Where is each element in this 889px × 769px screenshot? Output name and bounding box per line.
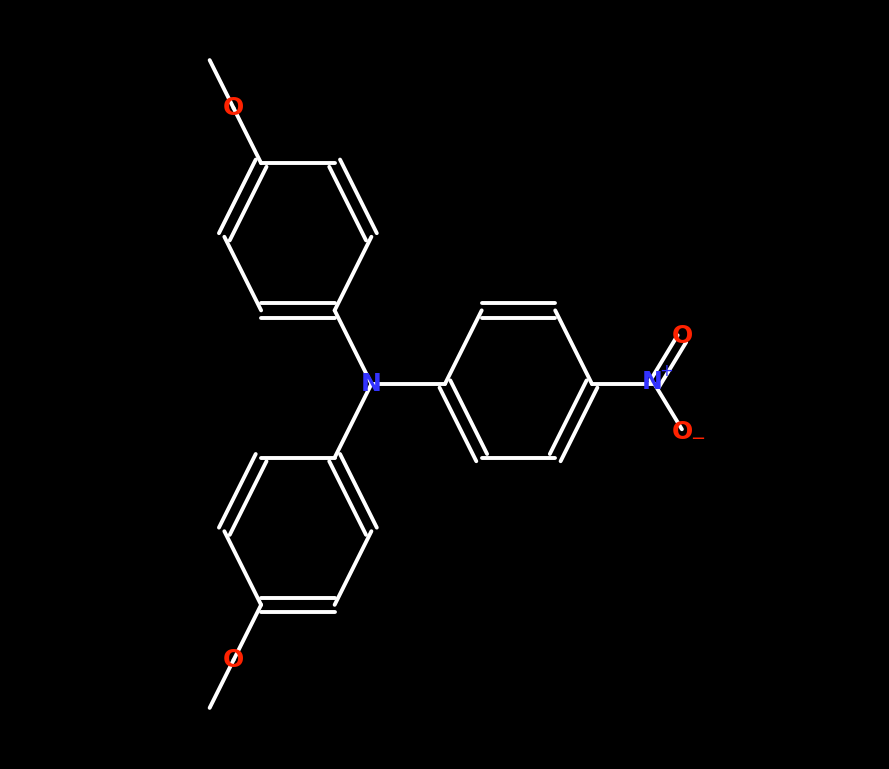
Text: O: O <box>223 96 244 120</box>
Text: O: O <box>223 648 244 672</box>
Text: N: N <box>642 370 662 394</box>
Text: O: O <box>671 420 693 444</box>
Text: N: N <box>361 372 382 396</box>
Text: −: − <box>690 431 705 448</box>
Text: +: + <box>660 362 674 380</box>
Text: O: O <box>671 324 693 348</box>
